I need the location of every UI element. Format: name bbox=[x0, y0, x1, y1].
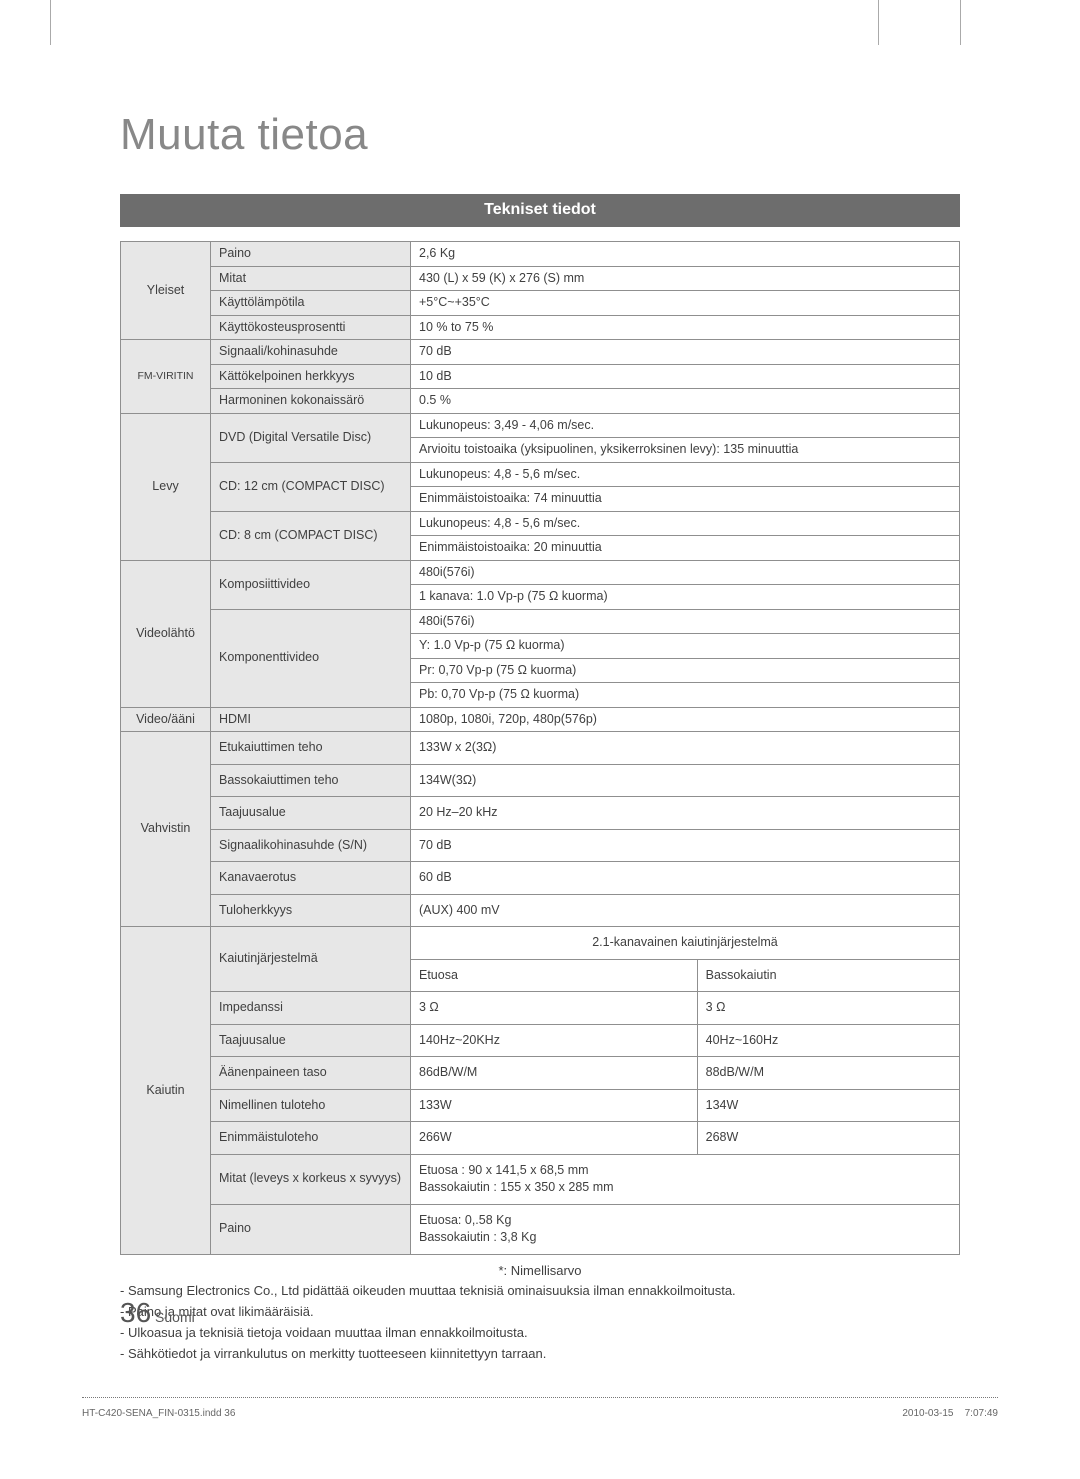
label: Bassokaiuttimen teho bbox=[211, 764, 411, 797]
label: Paino bbox=[211, 1204, 411, 1254]
value: 2.1-kanavainen kaiutinjärjestelmä bbox=[411, 927, 960, 960]
label: Tuloherkkyys bbox=[211, 894, 411, 927]
label: Mitat (leveys x korkeus x syvyys) bbox=[211, 1154, 411, 1204]
value: 1 kanava: 1.0 Vp-p (75 Ω kuorma) bbox=[411, 585, 960, 610]
value: 430 (L) x 59 (K) x 276 (S) mm bbox=[411, 266, 960, 291]
note: - Ulkoasua ja teknisiä tietoja voidaan m… bbox=[120, 1323, 960, 1344]
value: 133W bbox=[411, 1089, 698, 1122]
nominal-note: *: Nimellisarvo bbox=[120, 1261, 960, 1282]
value: 140Hz~20KHz bbox=[411, 1024, 698, 1057]
page-title: Muuta tietoa bbox=[120, 110, 960, 160]
value: 86dB/W/M bbox=[411, 1057, 698, 1090]
value: Y: 1.0 Vp-p (75 Ω kuorma) bbox=[411, 634, 960, 659]
value: 133W x 2(3Ω) bbox=[411, 732, 960, 765]
note: - Paino ja mitat ovat likimääräisiä. bbox=[120, 1302, 960, 1323]
label: Kättökelpoinen herkkyys bbox=[211, 364, 411, 389]
value: 70 dB bbox=[411, 340, 960, 365]
label: Etukaiuttimen teho bbox=[211, 732, 411, 765]
cat-amp: Vahvistin bbox=[121, 732, 211, 927]
value: 480i(576i) bbox=[411, 609, 960, 634]
value: 70 dB bbox=[411, 829, 960, 862]
value: Etuosa: 0,.58 Kg Bassokaiutin : 3,8 Kg bbox=[411, 1204, 960, 1254]
value: Lukunopeus: 4,8 - 5,6 m/sec. bbox=[411, 462, 960, 487]
value: Pb: 0,70 Vp-p (75 Ω kuorma) bbox=[411, 683, 960, 708]
value: 0.5 % bbox=[411, 389, 960, 414]
label: Enimmäistuloteho bbox=[211, 1122, 411, 1155]
col-header: Etuosa bbox=[411, 959, 698, 992]
value: Arvioitu toistoaika (yksipuolinen, yksik… bbox=[411, 438, 960, 463]
value: (AUX) 400 mV bbox=[411, 894, 960, 927]
imprint-footer: HT-C420-SENA_FIN-0315.indd 36 2010-03-15… bbox=[82, 1397, 998, 1419]
label: Paino bbox=[211, 242, 411, 267]
label: Käyttökosteusprosentti bbox=[211, 315, 411, 340]
label: CD: 12 cm (COMPACT DISC) bbox=[211, 462, 411, 511]
label: Mitat bbox=[211, 266, 411, 291]
page-number: 36 Suomi bbox=[120, 1297, 195, 1329]
page-number-value: 36 bbox=[120, 1297, 151, 1328]
value: 268W bbox=[697, 1122, 959, 1155]
label: Kanavaerotus bbox=[211, 862, 411, 895]
label: Komposiittivideo bbox=[211, 560, 411, 609]
note: - Samsung Electronics Co., Ltd pidättää … bbox=[120, 1281, 960, 1302]
note: - Sähkötiedot ja virrankulutus on merkit… bbox=[120, 1344, 960, 1365]
label: Signaali/kohinasuhde bbox=[211, 340, 411, 365]
value: Lukunopeus: 3,49 - 4,06 m/sec. bbox=[411, 413, 960, 438]
footer-file: HT-C420-SENA_FIN-0315.indd 36 bbox=[82, 1408, 235, 1419]
cat-va: Video/ääni bbox=[121, 707, 211, 732]
label: Impedanssi bbox=[211, 992, 411, 1025]
value: Enimmäistoistoaika: 74 minuuttia bbox=[411, 487, 960, 512]
value: 480i(576i) bbox=[411, 560, 960, 585]
value: 3 Ω bbox=[411, 992, 698, 1025]
label: Signaalikohinasuhde (S/N) bbox=[211, 829, 411, 862]
label: Taajuusalue bbox=[211, 797, 411, 830]
label: Kaiutinjärjestelmä bbox=[211, 927, 411, 992]
value: Etuosa : 90 x 141,5 x 68,5 mm Bassokaiut… bbox=[411, 1154, 960, 1204]
footer-time: 7:07:49 bbox=[965, 1408, 998, 1419]
value: 3 Ω bbox=[697, 992, 959, 1025]
value: 88dB/W/M bbox=[697, 1057, 959, 1090]
cat-video: Videolähtö bbox=[121, 560, 211, 707]
section-heading: Tekniset tiedot bbox=[120, 194, 960, 227]
label: Äänenpaineen taso bbox=[211, 1057, 411, 1090]
value: Pr: 0,70 Vp-p (75 Ω kuorma) bbox=[411, 658, 960, 683]
spec-table: Yleiset Paino 2,6 Kg Mitat430 (L) x 59 (… bbox=[120, 241, 960, 1255]
crop-marks bbox=[0, 0, 1080, 50]
label: Taajuusalue bbox=[211, 1024, 411, 1057]
value: 134W(3Ω) bbox=[411, 764, 960, 797]
value: 266W bbox=[411, 1122, 698, 1155]
label: Harmoninen kokonaissärö bbox=[211, 389, 411, 414]
cat-fm: FM-VIRITIN bbox=[121, 340, 211, 414]
value: 10 % to 75 % bbox=[411, 315, 960, 340]
value: Lukunopeus: 4,8 - 5,6 m/sec. bbox=[411, 511, 960, 536]
footer-date: 2010-03-15 bbox=[902, 1408, 953, 1419]
label: HDMI bbox=[211, 707, 411, 732]
value: 60 dB bbox=[411, 862, 960, 895]
value: 1080p, 1080i, 720p, 480p(576p) bbox=[411, 707, 960, 732]
value: 40Hz~160Hz bbox=[697, 1024, 959, 1057]
value: 10 dB bbox=[411, 364, 960, 389]
label: Nimellinen tuloteho bbox=[211, 1089, 411, 1122]
cat-levy: Levy bbox=[121, 413, 211, 560]
col-header: Bassokaiutin bbox=[697, 959, 959, 992]
value: 134W bbox=[697, 1089, 959, 1122]
footnotes: *: Nimellisarvo - Samsung Electronics Co… bbox=[120, 1261, 960, 1365]
page-lang: Suomi bbox=[155, 1309, 195, 1325]
value: 2,6 Kg bbox=[411, 242, 960, 267]
value: 20 Hz–20 kHz bbox=[411, 797, 960, 830]
label: Käyttölämpötila bbox=[211, 291, 411, 316]
value: Enimmäistoistoaika: 20 minuuttia bbox=[411, 536, 960, 561]
value: +5°C~+35°C bbox=[411, 291, 960, 316]
cat-speaker: Kaiutin bbox=[121, 927, 211, 1255]
label: DVD (Digital Versatile Disc) bbox=[211, 413, 411, 462]
label: Komponenttivideo bbox=[211, 609, 411, 707]
label: CD: 8 cm (COMPACT DISC) bbox=[211, 511, 411, 560]
cat-yleiset: Yleiset bbox=[121, 242, 211, 340]
